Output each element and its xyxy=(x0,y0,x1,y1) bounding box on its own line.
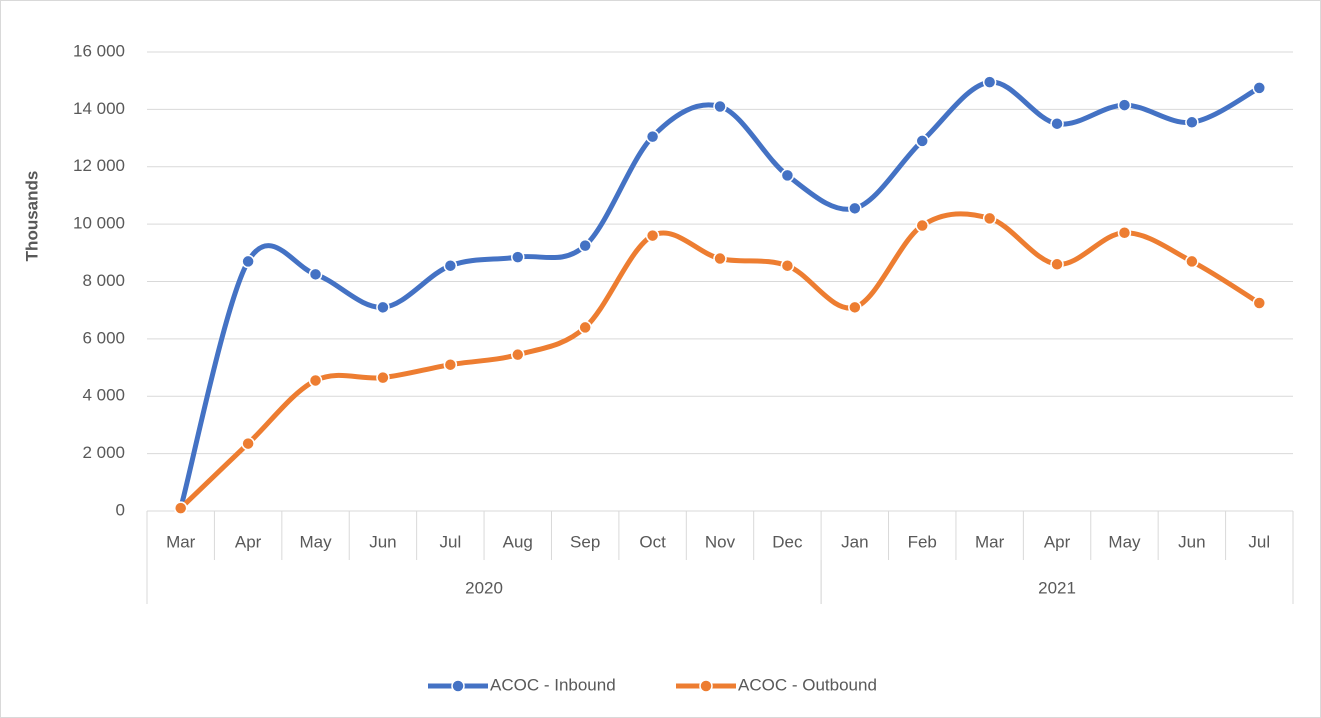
series-marker xyxy=(780,168,795,183)
x-tick-label: Jan xyxy=(841,532,868,551)
legend-label: ACOC - Inbound xyxy=(490,675,616,694)
y-tick-label: 16 000 xyxy=(73,41,125,60)
series-marker xyxy=(713,99,727,114)
series-marker xyxy=(578,320,592,335)
series-marker xyxy=(1185,115,1199,130)
legend-label: ACOC - Outbound xyxy=(738,675,877,694)
x-tick-label: Nov xyxy=(705,532,736,551)
x-tick-label: Mar xyxy=(166,532,196,551)
series-marker xyxy=(1252,81,1267,95)
x-tick-label: May xyxy=(1108,532,1141,551)
y-tick-label: 12 000 xyxy=(73,156,125,175)
y-axis-title: Thousands xyxy=(22,171,41,262)
series-marker xyxy=(645,228,660,243)
series-marker xyxy=(443,258,458,273)
series-marker xyxy=(645,129,660,144)
x-tick-label: May xyxy=(299,532,332,551)
series-marker xyxy=(1050,116,1064,131)
y-tick-label: 2 000 xyxy=(82,443,125,462)
series-marker xyxy=(376,370,390,385)
series-marker xyxy=(982,211,997,226)
y-tick-label: 8 000 xyxy=(82,271,125,290)
legend-marker xyxy=(451,679,465,693)
x-tick-label: Oct xyxy=(639,532,666,551)
legend-marker xyxy=(699,679,713,693)
series-marker xyxy=(443,357,458,372)
x-tick-label: Jun xyxy=(369,532,396,551)
series-marker xyxy=(848,201,862,216)
series-marker xyxy=(915,134,929,148)
series-marker xyxy=(1185,254,1199,269)
series-marker xyxy=(578,238,592,253)
x-tick-label: Jul xyxy=(439,532,461,551)
y-tick-label: 10 000 xyxy=(73,214,125,233)
y-tick-label: 6 000 xyxy=(82,328,125,347)
group-label: 2021 xyxy=(1038,578,1076,597)
x-tick-label: Jul xyxy=(1248,532,1270,551)
group-label: 2020 xyxy=(465,578,503,597)
series-marker xyxy=(713,251,727,266)
x-tick-label: Apr xyxy=(235,532,262,551)
x-tick-label: Jun xyxy=(1178,532,1205,551)
series-marker xyxy=(1117,98,1132,112)
x-tick-label: Mar xyxy=(975,532,1005,551)
series-marker xyxy=(511,347,525,362)
series-marker xyxy=(308,267,323,282)
series-marker xyxy=(1050,257,1064,272)
x-tick-label: Aug xyxy=(503,532,533,551)
x-tick-label: Sep xyxy=(570,532,600,551)
series-marker xyxy=(241,436,255,451)
y-tick-label: 0 xyxy=(116,500,125,519)
series-marker xyxy=(982,75,997,89)
series-marker xyxy=(915,218,929,233)
series-marker xyxy=(1252,296,1267,310)
series-marker xyxy=(1117,225,1132,240)
x-tick-label: Feb xyxy=(908,532,937,551)
x-tick-label: Dec xyxy=(772,532,803,551)
series-marker xyxy=(511,250,525,264)
x-tick-label: Apr xyxy=(1044,532,1071,551)
series-marker xyxy=(376,300,390,315)
series-marker xyxy=(308,373,323,388)
series-marker xyxy=(848,300,862,315)
y-tick-label: 4 000 xyxy=(82,386,125,405)
series-marker xyxy=(780,258,795,273)
y-tick-label: 14 000 xyxy=(73,99,125,118)
series-marker xyxy=(241,254,255,269)
series-marker xyxy=(173,501,188,515)
